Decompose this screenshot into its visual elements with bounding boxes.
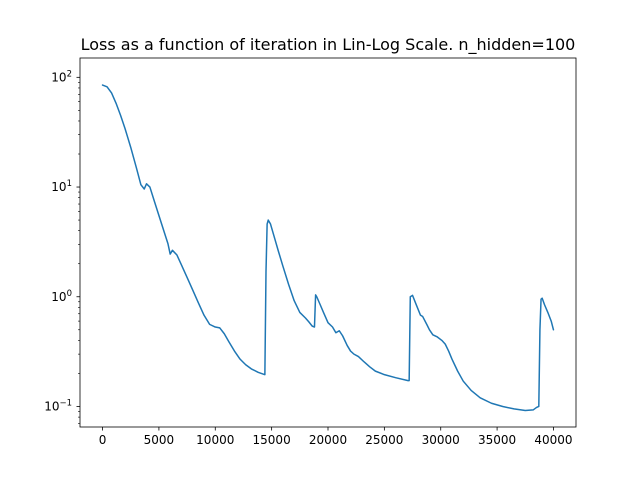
series-line-0	[101, 84, 555, 412]
x-tick-label: 5000	[144, 433, 175, 447]
axes-frame	[79, 57, 577, 428]
x-tick-label: 40000	[534, 433, 572, 447]
x-tick-label: 20000	[309, 433, 347, 447]
x-tick-label: 10000	[196, 433, 234, 447]
y-tick-exponent: 2	[67, 69, 72, 79]
x-tick-label: 35000	[478, 433, 516, 447]
x-tick-label: 15000	[253, 433, 291, 447]
y-tick-exponent: 1	[67, 179, 72, 189]
x-axis: 0 5000 10000 15000 20000 25000 30000 35000 40000	[99, 427, 573, 447]
plot-area	[101, 84, 555, 412]
y-tick-exponent: 0	[67, 289, 72, 299]
x-tick-label: 30000	[422, 433, 460, 447]
x-tick-label: 25000	[365, 433, 403, 447]
x-tick-label: 0	[99, 433, 107, 447]
chart-title: Loss as a function of iteration in Lin-L…	[81, 35, 576, 55]
y-tick-exponent: −1	[59, 398, 72, 408]
